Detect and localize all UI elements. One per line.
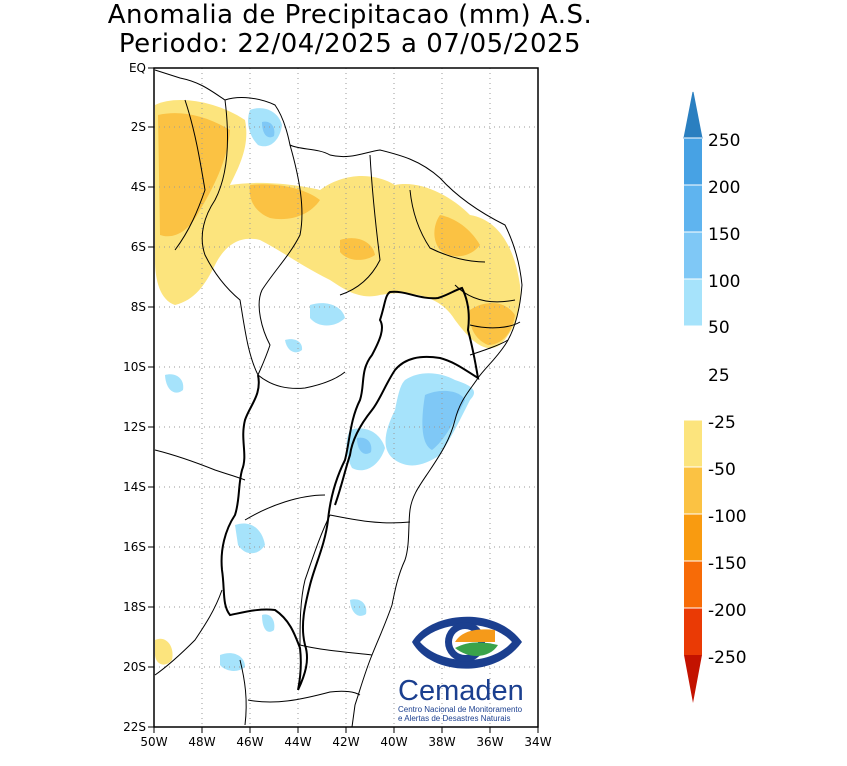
logo-subtitle-line1: Centro Nacional de Monitoramento bbox=[398, 705, 523, 714]
legend-band bbox=[684, 279, 702, 326]
lat-label: 12S bbox=[123, 420, 146, 434]
logo-name: Cemaden bbox=[398, 675, 524, 707]
legend-band bbox=[684, 185, 702, 232]
legend-color-boxes bbox=[683, 91, 703, 703]
lon-label: 42W bbox=[332, 735, 359, 749]
lat-label: 6S bbox=[131, 240, 146, 254]
legend-label: 100 bbox=[708, 272, 740, 292]
longitude-labels: 50W 48W 46W 44W 42W 40W 38W 36W 34W bbox=[140, 735, 551, 749]
cemaden-logo: Cemaden Centro Nacional de Monitoramento… bbox=[398, 616, 524, 723]
lat-label: 16S bbox=[123, 540, 146, 554]
legend-band bbox=[684, 232, 702, 279]
lat-label: 10S bbox=[123, 360, 146, 374]
legend-labels: 250 200 150 100 50 25 -25 -50 -100 -150 … bbox=[708, 131, 747, 668]
legend-label: -25 bbox=[708, 413, 736, 433]
state-borders bbox=[154, 99, 521, 726]
lon-label: 40W bbox=[380, 735, 407, 749]
legend-label: -100 bbox=[708, 507, 747, 527]
lon-label: 44W bbox=[284, 735, 311, 749]
legend-label: 200 bbox=[708, 178, 740, 198]
lon-label: 50W bbox=[140, 735, 167, 749]
region-boundary bbox=[220, 286, 480, 691]
lat-label: 14S bbox=[123, 480, 146, 494]
legend-band bbox=[684, 420, 702, 467]
legend-label: 250 bbox=[708, 131, 740, 151]
map-plot-area bbox=[153, 67, 539, 728]
lat-label: 22S bbox=[123, 720, 146, 734]
latitude-labels: EQ 2S 4S 6S 8S 10S 12S 14S 16S 18S 20S 2… bbox=[123, 61, 146, 734]
legend-arrow-down bbox=[684, 655, 702, 703]
lat-label: 8S bbox=[131, 300, 146, 314]
legend-label: -200 bbox=[708, 601, 747, 621]
lat-label: 18S bbox=[123, 600, 146, 614]
legend-band bbox=[684, 467, 702, 514]
legend-label: -250 bbox=[708, 648, 747, 668]
negative-anomaly-areas bbox=[155, 100, 521, 665]
lat-label: 4S bbox=[131, 180, 146, 194]
legend-label: 150 bbox=[708, 225, 740, 245]
map-period: Periodo: 22/04/2025 a 07/05/2025 bbox=[118, 29, 582, 59]
axis-ticks bbox=[148, 67, 539, 733]
legend-label: -150 bbox=[708, 554, 747, 574]
legend-label: 25 bbox=[708, 366, 730, 386]
lon-label: 38W bbox=[428, 735, 455, 749]
lon-label: 46W bbox=[236, 735, 263, 749]
legend-band bbox=[684, 514, 702, 561]
legend-band bbox=[684, 138, 702, 185]
coastline bbox=[154, 69, 523, 728]
legend-label: 50 bbox=[708, 318, 730, 338]
legend-label: -50 bbox=[708, 460, 736, 480]
lon-label: 36W bbox=[476, 735, 503, 749]
legend-band bbox=[684, 326, 702, 373]
legend-band bbox=[684, 608, 702, 655]
logo-subtitle-line2: e Alertas de Desastres Naturais bbox=[398, 714, 511, 723]
lat-label: 20S bbox=[123, 660, 146, 674]
legend-arrow-up bbox=[683, 91, 703, 139]
map-title: Anomalia de Precipitacao (mm) A.S. bbox=[107, 0, 593, 30]
lat-label: 2S bbox=[131, 120, 146, 134]
lat-label: EQ bbox=[129, 61, 146, 75]
lon-label: 48W bbox=[188, 735, 215, 749]
legend-band bbox=[684, 373, 702, 420]
lon-label: 34W bbox=[524, 735, 551, 749]
legend-band bbox=[684, 561, 702, 608]
